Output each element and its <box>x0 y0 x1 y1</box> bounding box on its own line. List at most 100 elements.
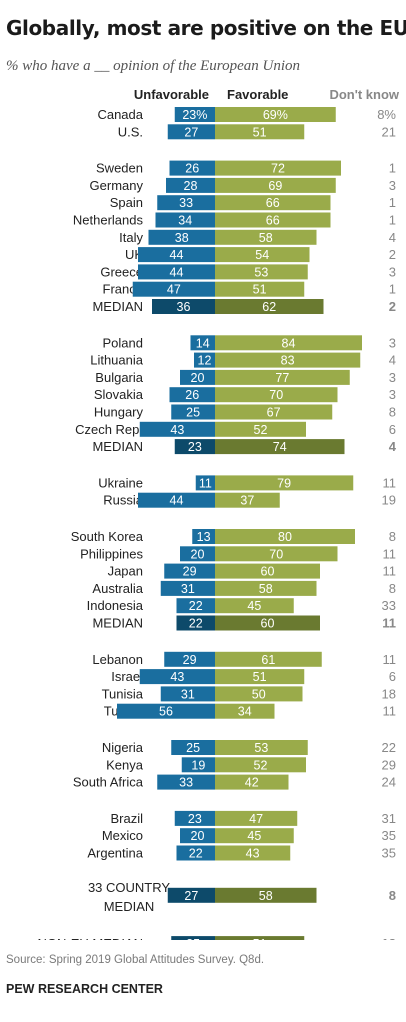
unfavorable-bar <box>160 686 215 702</box>
unfavorable-bar <box>181 757 215 773</box>
row-label: Nigeria <box>102 740 144 755</box>
favorable-bar <box>215 421 306 437</box>
unfavorable-value: 36 <box>177 300 191 314</box>
favorable-bar <box>215 335 362 351</box>
unfavorable-bar <box>171 404 215 420</box>
dont-know-value: 3 <box>389 264 396 279</box>
unfavorable-value: 23% <box>182 108 207 122</box>
unfavorable-bar <box>157 774 215 790</box>
favorable-value: 43 <box>246 847 260 861</box>
unfavorable-value: 20 <box>191 371 205 385</box>
unfavorable-bar <box>174 810 215 826</box>
row-label: Spain <box>110 195 143 210</box>
unfavorable-value: 13 <box>197 530 211 544</box>
unfavorable-value: 25 <box>186 937 200 940</box>
favorable-bar <box>215 281 305 297</box>
source-note: Source: Spring 2019 Global Attitudes Sur… <box>6 954 265 966</box>
favorable-bar <box>215 299 324 314</box>
row-label: Kenya <box>106 757 144 772</box>
unfavorable-value: 44 <box>170 248 184 262</box>
dont-know-value: 11 <box>383 704 397 719</box>
unfavorable-bar <box>171 740 215 755</box>
row-label: Tunisia <box>102 686 144 701</box>
favorable-value: 52 <box>254 758 268 772</box>
row-label: MEDIAN <box>92 299 143 314</box>
unfavorable-value: 25 <box>186 406 200 420</box>
favorable-bar <box>215 387 338 403</box>
favorable-value: 58 <box>259 231 273 245</box>
chart-subtitle: % who have a __ opinion of the European … <box>6 58 300 74</box>
favorable-bar <box>215 404 333 420</box>
unfavorable-value: 29 <box>183 653 197 667</box>
favorable-bar <box>215 177 336 193</box>
row-label: MEDIAN <box>104 899 155 914</box>
unfavorable-value: 26 <box>185 388 199 402</box>
legend-dont-know: Don't know <box>329 87 399 102</box>
dont-know-value: 8 <box>389 888 396 903</box>
favorable-value: 58 <box>259 889 273 903</box>
unfavorable-value: 31 <box>181 582 195 596</box>
row-label: 33 COUNTRY <box>88 880 170 895</box>
favorable-value: 66 <box>266 214 280 228</box>
unfavorable-value: 47 <box>167 283 181 297</box>
unfavorable-value: 11 <box>199 476 212 490</box>
favorable-bar <box>215 439 345 455</box>
favorable-value: 66 <box>266 196 280 210</box>
favorable-value: 34 <box>238 705 252 719</box>
favorable-bar <box>215 887 317 903</box>
favorable-value: 58 <box>259 582 273 596</box>
row-label: Argentina <box>87 846 143 861</box>
favorable-bar <box>215 247 310 263</box>
dont-know-value: 29 <box>382 757 396 772</box>
unfavorable-bar <box>174 439 215 455</box>
dont-know-value: 11 <box>383 564 397 579</box>
unfavorable-bar <box>138 492 215 508</box>
row-label: Israel <box>111 669 143 684</box>
unfavorable-bar <box>148 229 215 245</box>
unfavorable-value: 33 <box>179 776 193 790</box>
unfavorable-value: 38 <box>175 231 189 245</box>
dont-know-value: 11 <box>383 652 397 667</box>
favorable-value: 79 <box>277 476 291 490</box>
favorable-bar <box>215 757 306 773</box>
favorable-value: 52 <box>254 423 268 437</box>
unfavorable-bar <box>194 352 215 368</box>
dont-know-value: 22 <box>382 740 396 755</box>
favorable-value: 37 <box>240 494 254 508</box>
row-label: Australia <box>92 581 143 596</box>
favorable-bar <box>215 546 338 562</box>
dont-know-value: 24 <box>382 775 396 790</box>
row-label: Greece <box>100 264 143 279</box>
favorable-bar <box>215 264 308 280</box>
favorable-value: 62 <box>262 300 276 314</box>
row-label: Bulgaria <box>95 370 143 385</box>
unfavorable-value: 14 <box>196 336 210 350</box>
unfavorable-value: 27 <box>184 889 198 903</box>
row-label: Ukraine <box>98 475 143 490</box>
favorable-value: 51 <box>253 937 267 940</box>
row-label: South Korea <box>71 529 144 544</box>
row-label: Hungary <box>94 405 144 420</box>
unfavorable-bar <box>155 212 215 228</box>
favorable-bar <box>215 160 341 176</box>
unfavorable-value: 22 <box>189 847 203 861</box>
unfavorable-bar <box>167 124 215 140</box>
favorable-value: 70 <box>269 388 283 402</box>
unfavorable-bar <box>176 615 215 631</box>
unfavorable-bar <box>167 887 215 903</box>
dont-know-value: 11 <box>383 546 397 561</box>
favorable-bar <box>215 598 294 614</box>
row-label: Lithuania <box>90 353 144 368</box>
unfavorable-bar <box>139 669 215 685</box>
row-label: Poland <box>103 335 143 350</box>
row-label: U.S. <box>118 124 143 139</box>
favorable-bar <box>215 774 289 790</box>
unfavorable-bar <box>132 281 215 297</box>
unfavorable-value: 31 <box>181 687 195 701</box>
dont-know-value: 2 <box>389 247 396 262</box>
favorable-bar <box>215 529 355 544</box>
row-label: Indonesia <box>87 598 144 613</box>
dont-know-value: 33 <box>382 598 396 613</box>
row-label: MEDIAN <box>92 616 143 631</box>
favorable-bar <box>215 107 336 122</box>
